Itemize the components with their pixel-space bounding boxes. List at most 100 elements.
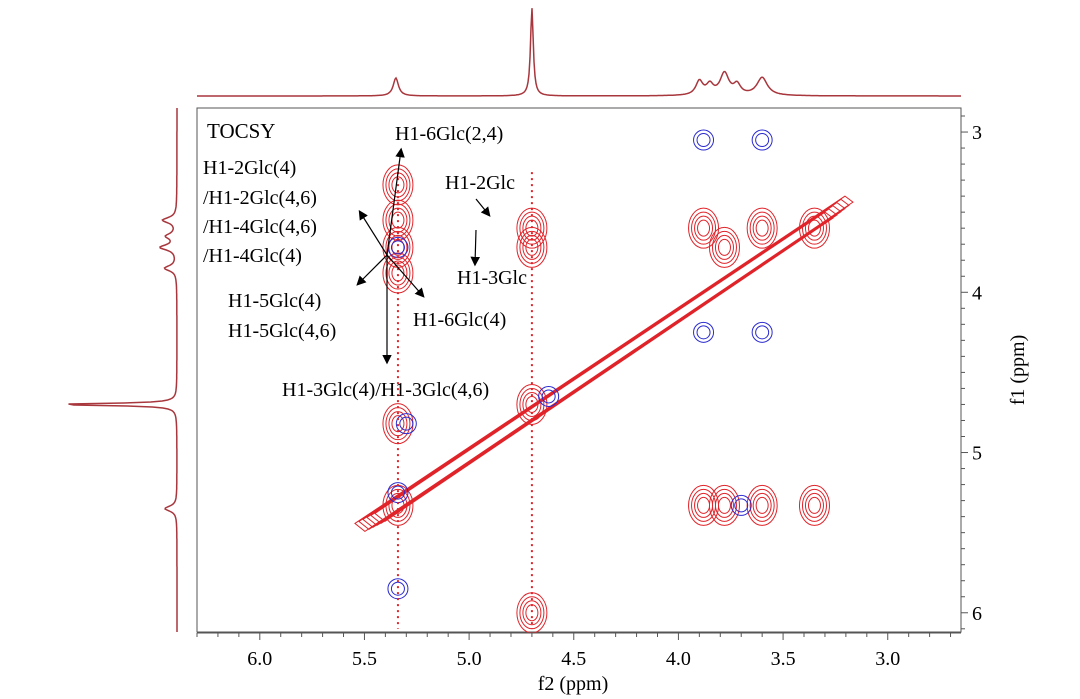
x-tick-label: 5.5	[352, 648, 377, 670]
x-tick-label: 3.0	[875, 648, 900, 670]
negative-contour	[541, 389, 556, 404]
y-tick-label: 6	[972, 603, 982, 625]
negative-contour	[693, 321, 715, 343]
positive-contour	[388, 234, 408, 260]
negative-contour	[696, 325, 711, 340]
positive-contour	[522, 215, 542, 241]
arrow-h1-2glc-to-h1-3glc	[475, 198, 491, 217]
diagonal-contour	[358, 198, 850, 531]
diagonal-contour	[362, 201, 846, 529]
positive-contour	[694, 215, 714, 241]
x-axis: 6.0 5.5 5.0 4.5 4.0 3.5 3.0	[196, 632, 961, 670]
annotation-h1-5glc-4: H1-5Glc(4)	[228, 290, 321, 312]
positive-contour	[388, 492, 408, 518]
y-axis: 3 4 5 6	[961, 115, 982, 630]
positive-contour	[755, 219, 769, 237]
positive-contour	[798, 484, 830, 526]
negative-contour	[399, 416, 414, 431]
negative-contour	[755, 325, 770, 340]
f2-projection-spectrum	[197, 8, 961, 97]
positive-contour	[522, 234, 542, 260]
annotation-h1-6glc-2-4: H1-6Glc(2,4)	[395, 123, 503, 145]
annotation-h1-4glc-4: /H1-4Glc(4)	[203, 245, 302, 267]
f1-projection-spectrum	[68, 108, 178, 632]
positive-contour	[804, 492, 824, 518]
x-tick-label: 4.0	[666, 648, 691, 670]
positive-contour	[711, 488, 737, 522]
negative-contour	[751, 321, 773, 343]
arrow-to-h1-6glc-2-4	[386, 147, 405, 256]
positive-contour	[525, 604, 539, 622]
arrow-to-h1-4glc	[358, 209, 388, 256]
annotation-h1-4glc-4-6: /H1-4Glc(4,6)	[203, 216, 317, 238]
positive-contour	[708, 226, 740, 268]
positive-contour	[688, 207, 720, 249]
positive-contour	[749, 488, 775, 522]
annotation-h1-2glc-4: H1-2Glc(4)	[203, 157, 296, 179]
negative-contour	[755, 133, 770, 148]
positive-contour	[382, 199, 414, 241]
annotation-h1-2glc-4-6: /H1-2Glc(4,6)	[203, 187, 317, 209]
positive-contour	[755, 496, 769, 514]
y-axis-label: f1 (ppm)	[1007, 335, 1029, 406]
positive-contour	[388, 260, 408, 286]
positive-contour	[746, 484, 778, 526]
positive-contour	[382, 164, 414, 206]
positive-contour	[801, 211, 827, 245]
positive-contour	[804, 215, 824, 241]
negative-contour	[395, 413, 417, 435]
negative-contour	[730, 494, 752, 516]
positive-contour	[522, 391, 542, 417]
diagonal-contour	[354, 195, 854, 533]
positive-contour	[691, 211, 717, 245]
annotation-h1-3glc-4: H1-3Glc(4)/H1-3Glc(4,6)	[282, 379, 489, 401]
annotation-h1-5glc-4-6: H1-5Glc(4,6)	[228, 320, 336, 342]
positive-contour	[752, 215, 772, 241]
positive-contour	[385, 203, 411, 237]
x-tick-label: 6.0	[247, 648, 272, 670]
annotation-arrows	[356, 147, 491, 365]
positive-contour	[717, 238, 731, 256]
y-tick-label: 3	[972, 122, 982, 144]
positive-contour	[801, 488, 827, 522]
positive-contour	[708, 484, 740, 526]
positive-contour	[807, 219, 821, 237]
positive-contour	[807, 496, 821, 514]
positive-contour	[798, 207, 830, 249]
y-tick-label: 4	[972, 282, 982, 304]
arrow-to-h1-5glc	[356, 254, 388, 286]
negative-contour	[696, 133, 711, 148]
x-axis-label: f2 (ppm)	[538, 673, 609, 695]
positive-contour	[711, 230, 737, 264]
annotation-h1-2glc: H1-2Glc	[445, 172, 515, 194]
negative-contour	[390, 581, 405, 596]
diagonal-contour	[370, 208, 838, 525]
positive-contour	[697, 219, 711, 237]
x-tick-label: 3.5	[771, 648, 796, 670]
x-tick-label: 5.0	[457, 648, 482, 670]
positive-contour	[717, 496, 731, 514]
positive-contour	[752, 492, 772, 518]
positive-contour	[519, 387, 545, 421]
experiment-title: TOCSY	[207, 119, 275, 143]
positive-contour	[385, 256, 411, 290]
positive-contour	[697, 496, 711, 514]
contour-layer	[354, 129, 854, 634]
x-tick-label: 4.5	[561, 648, 586, 670]
positive-contour	[522, 600, 542, 626]
y-tick-label: 5	[972, 443, 982, 465]
negative-contour	[390, 240, 405, 255]
positive-contour	[749, 211, 775, 245]
diagonal-contour	[366, 205, 842, 527]
positive-contour	[714, 234, 734, 260]
annotation-h1-3glc: H1-3Glc	[457, 267, 527, 289]
diagonal-contour	[374, 211, 834, 523]
plot-frame	[196, 107, 962, 633]
positive-contour	[388, 411, 408, 437]
negative-contour	[734, 498, 749, 513]
arrow-h1-3glc	[470, 229, 481, 267]
negative-contour	[693, 129, 715, 151]
negative-contour	[751, 129, 773, 151]
annotation-h1-6glc-4: H1-6Glc(4)	[413, 309, 506, 331]
